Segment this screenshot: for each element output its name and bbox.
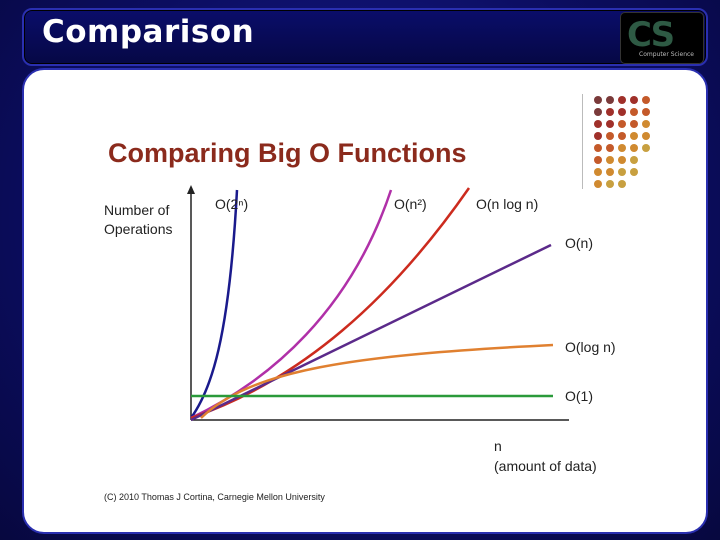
decor-dot	[606, 168, 614, 176]
decor-dot	[618, 180, 626, 188]
decor-dot	[630, 168, 638, 176]
decor-dot	[618, 156, 626, 164]
curve-linear	[190, 243, 552, 422]
decor-dot	[594, 156, 602, 164]
series-label-linear: O(n)	[565, 235, 593, 251]
content-panel: Comparing Big O Functions Number of Oper…	[22, 68, 708, 534]
decor-dot	[594, 180, 602, 188]
decor-dot	[606, 108, 614, 116]
slide-title: Comparison	[42, 14, 255, 50]
cs-logo: CS Computer Science	[620, 12, 704, 64]
x-axis-label: n (amount of data)	[494, 436, 597, 476]
decor-dot	[630, 132, 638, 140]
logo-subtext: Computer Science	[639, 51, 694, 58]
y-axis-label: Number of Operations	[104, 202, 173, 237]
decor-dot	[594, 168, 602, 176]
decor-dot	[618, 168, 626, 176]
chart-title: Comparing Big O Functions	[108, 138, 467, 168]
decor-dot	[594, 132, 602, 140]
decor-dot	[606, 156, 614, 164]
decor-dot	[630, 96, 638, 104]
decor-dot	[618, 144, 626, 152]
series-label-logarithmic: O(log n)	[565, 339, 616, 355]
series-curves	[189, 187, 554, 422]
decor-dot	[594, 108, 602, 116]
series-label-constant: O(1)	[565, 388, 593, 404]
curve-nlogn	[190, 187, 471, 420]
series-label-nlogn: O(n log n)	[476, 196, 539, 212]
decor-dot	[642, 120, 650, 128]
title-bar	[22, 8, 708, 66]
decor-dot	[630, 120, 638, 128]
copyright-text: (C) 2010 Thomas J Cortina, Carnegie Mell…	[104, 492, 325, 502]
decor-dot	[642, 132, 650, 140]
y-axis-arrow	[187, 185, 195, 194]
logo-letters: CS	[627, 15, 675, 55]
series-label-quadratic: O(n²)	[394, 196, 427, 212]
x-axis-label-desc: (amount of data)	[494, 458, 597, 474]
decor-dot	[606, 132, 614, 140]
decor-dot	[630, 108, 638, 116]
chart-svg	[187, 96, 650, 422]
decor-dot	[630, 144, 638, 152]
decor-dot	[642, 96, 650, 104]
decor-dot	[618, 96, 626, 104]
decor-dot	[594, 120, 602, 128]
decor-dot	[618, 120, 626, 128]
decor-dot	[642, 108, 650, 116]
decor-dot	[594, 96, 602, 104]
series-label-exponential: O(2ⁿ)	[215, 196, 249, 212]
decor-dot	[618, 108, 626, 116]
decor-dot	[594, 144, 602, 152]
decor-dot	[606, 180, 614, 188]
decor-dot	[606, 120, 614, 128]
curve-logarithmic	[200, 343, 554, 419]
decor-dot	[630, 156, 638, 164]
decor-dot	[642, 144, 650, 152]
curve-quadratic	[190, 189, 393, 420]
divider	[582, 94, 583, 189]
decor-dot	[606, 96, 614, 104]
decorative-dots	[594, 96, 650, 188]
decor-dot	[618, 132, 626, 140]
decor-dot	[606, 144, 614, 152]
x-axis-label-n: n	[494, 438, 502, 454]
curve-exponential	[189, 189, 239, 419]
